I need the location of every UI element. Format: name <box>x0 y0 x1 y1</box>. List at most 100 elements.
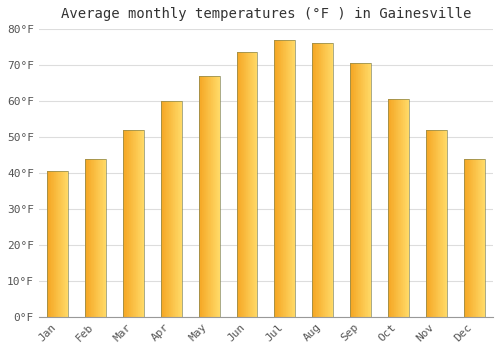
Bar <box>360 63 362 317</box>
Bar <box>426 130 428 317</box>
Bar <box>143 130 144 317</box>
Bar <box>312 43 313 317</box>
Bar <box>438 130 439 317</box>
Bar <box>314 43 315 317</box>
Bar <box>138 130 139 317</box>
Bar <box>176 101 177 317</box>
Bar <box>61 171 62 317</box>
Bar <box>483 159 484 317</box>
Bar <box>408 99 409 317</box>
Bar <box>329 43 330 317</box>
Bar <box>247 52 248 317</box>
Bar <box>401 99 402 317</box>
Bar <box>388 99 390 317</box>
Bar <box>318 43 319 317</box>
Bar <box>97 159 98 317</box>
Bar <box>388 99 409 317</box>
Bar <box>209 76 210 317</box>
Bar <box>103 159 104 317</box>
Bar <box>276 40 277 317</box>
Bar <box>166 101 167 317</box>
Bar <box>479 159 480 317</box>
Bar <box>254 52 256 317</box>
Bar <box>317 43 318 317</box>
Bar <box>55 171 56 317</box>
Bar <box>101 159 102 317</box>
Bar <box>177 101 178 317</box>
Bar <box>175 101 176 317</box>
Bar <box>324 43 325 317</box>
Bar <box>435 130 436 317</box>
Bar <box>98 159 99 317</box>
Bar <box>464 159 484 317</box>
Bar <box>85 159 86 317</box>
Bar <box>358 63 359 317</box>
Bar <box>277 40 278 317</box>
Bar <box>125 130 126 317</box>
Bar <box>398 99 399 317</box>
Bar <box>313 43 314 317</box>
Bar <box>198 76 200 317</box>
Bar <box>102 159 103 317</box>
Bar <box>142 130 143 317</box>
Bar <box>399 99 400 317</box>
Bar <box>433 130 434 317</box>
Bar <box>62 171 64 317</box>
Bar <box>351 63 352 317</box>
Bar <box>251 52 252 317</box>
Bar <box>141 130 142 317</box>
Bar <box>444 130 446 317</box>
Bar <box>51 171 52 317</box>
Bar <box>164 101 165 317</box>
Bar <box>198 76 220 317</box>
Bar <box>369 63 370 317</box>
Bar <box>170 101 172 317</box>
Bar <box>207 76 208 317</box>
Bar <box>252 52 253 317</box>
Bar <box>316 43 317 317</box>
Bar <box>294 40 296 317</box>
Bar <box>328 43 329 317</box>
Bar <box>280 40 281 317</box>
Bar <box>274 40 275 317</box>
Bar <box>441 130 442 317</box>
Bar <box>163 101 164 317</box>
Bar <box>404 99 406 317</box>
Bar <box>66 171 67 317</box>
Bar <box>395 99 396 317</box>
Bar <box>178 101 179 317</box>
Bar <box>406 99 408 317</box>
Bar <box>64 171 66 317</box>
Bar <box>248 52 249 317</box>
Bar <box>332 43 333 317</box>
Bar <box>475 159 476 317</box>
Bar <box>59 171 60 317</box>
Bar <box>135 130 136 317</box>
Bar <box>443 130 444 317</box>
Bar <box>93 159 94 317</box>
Bar <box>161 101 182 317</box>
Bar <box>350 63 371 317</box>
Bar <box>88 159 90 317</box>
Bar <box>428 130 430 317</box>
Bar <box>284 40 285 317</box>
Bar <box>56 171 57 317</box>
Bar <box>86 159 88 317</box>
Bar <box>470 159 472 317</box>
Bar <box>368 63 369 317</box>
Bar <box>218 76 219 317</box>
Bar <box>362 63 364 317</box>
Bar <box>243 52 244 317</box>
Bar <box>391 99 392 317</box>
Title: Average monthly temperatures (°F ) in Gainesville: Average monthly temperatures (°F ) in Ga… <box>60 7 471 21</box>
Bar <box>60 171 61 317</box>
Bar <box>320 43 322 317</box>
Bar <box>468 159 469 317</box>
Bar <box>477 159 478 317</box>
Bar <box>99 159 100 317</box>
Bar <box>204 76 205 317</box>
Bar <box>50 171 51 317</box>
Bar <box>370 63 371 317</box>
Bar <box>95 159 96 317</box>
Bar <box>100 159 101 317</box>
